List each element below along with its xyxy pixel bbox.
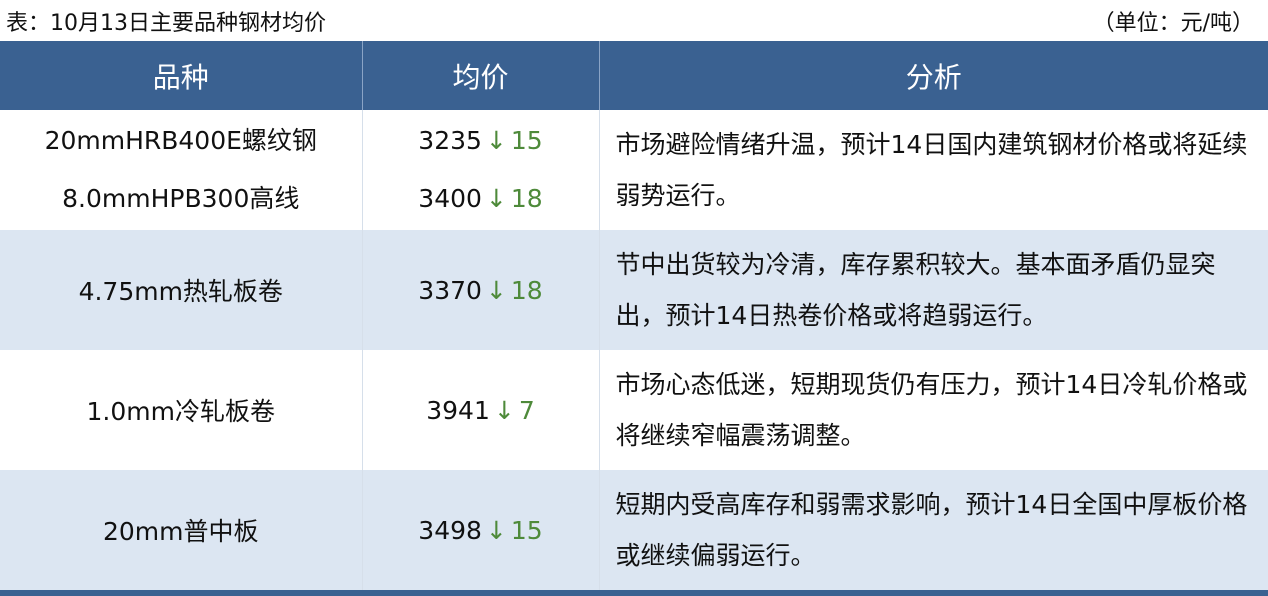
down-arrow-icon: ↓ bbox=[493, 395, 515, 425]
table-row: 1.0mm冷轧板卷 3941 ↓ 7 市场心态低迷，短期现货仍有压力，预计14日冷轧… bbox=[0, 350, 1268, 470]
price-value: 3498 bbox=[418, 515, 482, 545]
column-header-analysis: 分析 bbox=[599, 41, 1268, 110]
price-value: 3235 bbox=[418, 126, 482, 155]
price-cell: 3941 ↓ 7 bbox=[362, 350, 600, 470]
price-change: 15 bbox=[510, 126, 543, 155]
price-value: 3370 bbox=[418, 275, 482, 305]
variety-name: 8.0mmHPB300高线 bbox=[62, 184, 300, 213]
variety-cell: 20mmHRB400E螺纹钢 8.0mmHPB300高线 bbox=[0, 110, 363, 230]
table-caption: 表：10月13日主要品种钢材均价 bbox=[6, 11, 326, 36]
down-arrow-icon: ↓ bbox=[485, 275, 507, 305]
unit-label: （单位：元/吨） bbox=[1092, 11, 1254, 36]
table-row: 20mm普中板 3498 ↓ 15 短期内受高库存和弱需求影响，预计14日全国中厚板… bbox=[0, 470, 1268, 593]
price-value: 3941 bbox=[426, 395, 490, 425]
column-header-variety: 品种 bbox=[0, 41, 363, 110]
variety-cell: 20mm普中板 bbox=[0, 470, 363, 593]
variety-name: 20mmHRB400E螺纹钢 bbox=[44, 126, 317, 155]
price-change: 18 bbox=[510, 184, 543, 213]
price-cell: 3498 ↓ 15 bbox=[362, 470, 600, 593]
price-change: 7 bbox=[518, 395, 535, 425]
price-change: 18 bbox=[510, 275, 543, 305]
analysis-cell: 市场心态低迷，短期现货仍有压力，预计14日冷轧价格或将继续窄幅震荡调整。 bbox=[615, 370, 1248, 450]
variety-cell: 4.75mm热轧板卷 bbox=[0, 230, 363, 350]
analysis-cell: 市场避险情绪升温，预计14日国内建筑钢材价格或将延续弱势运行。 bbox=[615, 130, 1248, 210]
price-cell: 3235 ↓ 15 3400 ↓ 18 bbox=[362, 110, 600, 230]
table-row: 4.75mm热轧板卷 3370 ↓ 18 节中出货较为冷清，库存累积较大。基本面矛盾… bbox=[0, 230, 1268, 350]
table-row: 20mmHRB400E螺纹钢 8.0mmHPB300高线 3235 ↓ 15 340… bbox=[0, 110, 1268, 230]
analysis-cell: 短期内受高库存和弱需求影响，预计14日全国中厚板价格或继续偏弱运行。 bbox=[599, 470, 1268, 593]
down-arrow-icon: ↓ bbox=[485, 126, 507, 155]
price-change: 15 bbox=[510, 515, 543, 545]
steel-price-table: 品种 均价 分析 20mmHRB400E螺纹钢 8.0mmHPB300高线 32… bbox=[0, 41, 1268, 596]
analysis-cell: 节中出货较为冷清，库存累积较大。基本面矛盾仍显突出，预计14日热卷价格或将趋弱运… bbox=[599, 230, 1268, 350]
column-header-price: 均价 bbox=[362, 41, 600, 110]
price-cell: 3370 ↓ 18 bbox=[362, 230, 600, 350]
variety-cell: 1.0mm冷轧板卷 bbox=[0, 350, 363, 470]
down-arrow-icon: ↓ bbox=[485, 515, 507, 545]
header-row: 品种 均价 分析 bbox=[0, 41, 1268, 110]
down-arrow-icon: ↓ bbox=[485, 184, 507, 213]
price-value: 3400 bbox=[418, 184, 482, 213]
